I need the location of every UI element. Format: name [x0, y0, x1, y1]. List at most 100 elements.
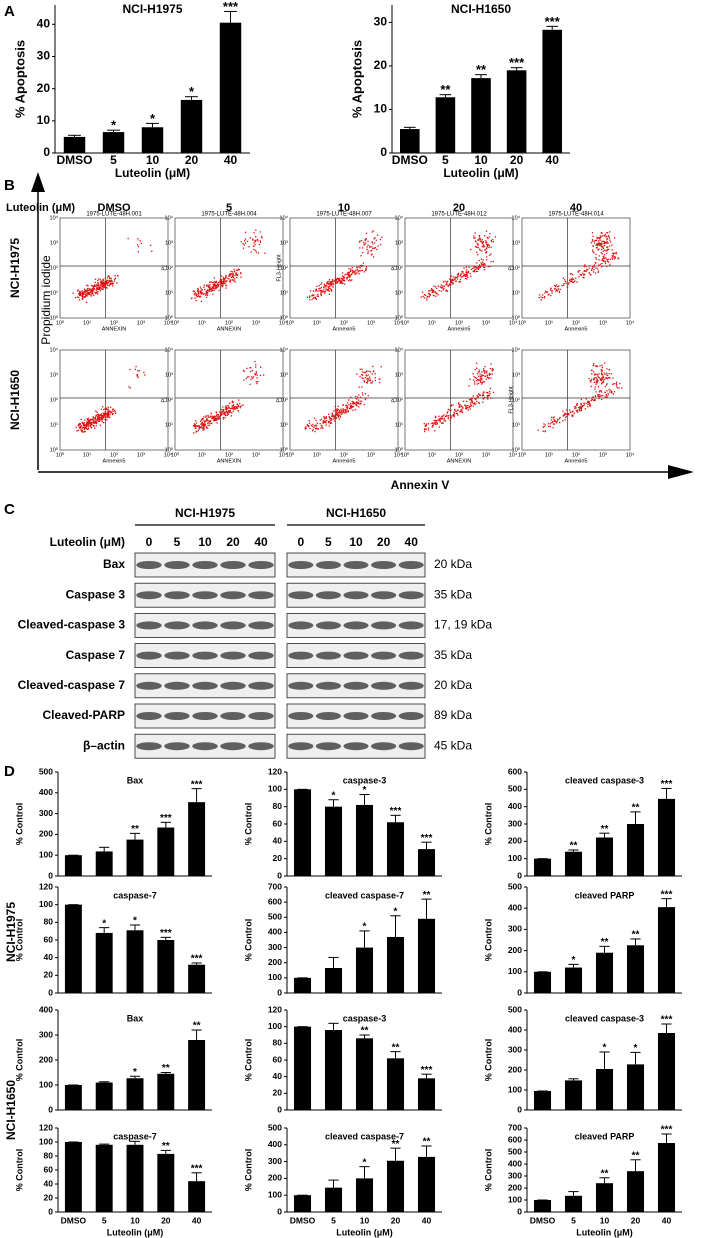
plot-frame — [175, 218, 283, 318]
event-dot — [457, 409, 458, 410]
event-dot — [344, 283, 345, 284]
event-dot — [82, 290, 83, 291]
event-dot — [213, 287, 214, 288]
event-dot — [480, 378, 481, 379]
event-dot — [603, 261, 604, 262]
event-dot — [194, 291, 195, 292]
event-dot — [254, 361, 255, 362]
event-dot — [601, 391, 602, 392]
event-dot — [214, 288, 215, 289]
event-dot — [598, 373, 599, 374]
event-dot — [609, 231, 610, 232]
event-dot — [230, 411, 231, 412]
event-dot — [335, 417, 336, 418]
event-dot — [490, 368, 491, 369]
event-dot — [333, 418, 334, 419]
event-dot — [80, 423, 81, 424]
event-dot — [551, 292, 552, 293]
event-dot — [109, 285, 110, 286]
event-dot — [216, 415, 217, 416]
bar — [96, 1083, 113, 1111]
event-dot — [568, 283, 569, 284]
event-dot — [463, 401, 464, 402]
plot-header: 1975-LUTE-48H.007 — [316, 212, 372, 218]
event-dot — [597, 382, 598, 383]
event-dot — [349, 279, 350, 280]
band — [164, 591, 189, 599]
event-dot — [591, 242, 592, 243]
event-dot — [469, 399, 470, 400]
x-tick-label: DMSO — [57, 153, 93, 167]
event-dot — [195, 300, 196, 301]
y-axis-label: % Apoptosis — [349, 40, 364, 118]
event-dot — [606, 250, 607, 251]
log-tick: 10³ — [252, 452, 260, 458]
event-dot — [601, 233, 602, 234]
event-dot — [435, 291, 436, 292]
event-dot — [236, 272, 237, 273]
event-dot — [482, 394, 483, 395]
event-dot — [426, 424, 427, 425]
significance: ** — [476, 62, 487, 77]
event-dot — [368, 374, 369, 375]
event-dot — [381, 237, 382, 238]
event-dot — [380, 244, 381, 245]
x-tick-label: 20 — [391, 1215, 401, 1225]
event-dot — [97, 412, 98, 413]
event-dot — [317, 423, 318, 424]
event-dot — [345, 274, 346, 275]
event-dot — [458, 403, 459, 404]
event-dot — [595, 244, 596, 245]
event-dot — [594, 382, 595, 383]
event-dot — [375, 377, 376, 378]
event-dot — [570, 279, 571, 280]
event-dot — [102, 284, 103, 285]
event-dot — [82, 298, 83, 299]
event-dot — [255, 374, 256, 375]
event-dot — [370, 250, 371, 251]
event-dot — [477, 254, 478, 255]
y-tick-label: 120 — [268, 1004, 282, 1014]
plot-x-label: Annexin5 — [565, 458, 588, 464]
event-dot — [486, 259, 487, 260]
event-dot — [617, 387, 618, 388]
event-dot — [475, 240, 476, 241]
event-dot — [213, 284, 214, 285]
event-dot — [427, 296, 428, 297]
event-dot — [485, 240, 486, 241]
significance: *** — [160, 813, 172, 824]
event-dot — [574, 413, 575, 414]
event-dot — [608, 389, 609, 390]
event-dot — [357, 396, 358, 397]
event-dot — [84, 419, 85, 420]
event-dot — [332, 279, 333, 280]
event-dot — [343, 409, 344, 410]
event-dot — [361, 401, 362, 402]
event-dot — [195, 425, 196, 426]
event-dot — [258, 252, 259, 253]
event-dot — [599, 240, 600, 241]
band — [192, 561, 217, 569]
event-dot — [479, 236, 480, 237]
band — [343, 561, 368, 569]
y-tick-label: 200 — [508, 1064, 522, 1074]
event-dot — [489, 373, 490, 374]
event-dot — [109, 411, 110, 412]
bar — [534, 972, 551, 993]
event-dot — [475, 369, 476, 370]
event-dot — [144, 374, 145, 375]
event-dot — [441, 416, 442, 417]
x-tick-label: DMSO — [392, 153, 428, 167]
event-dot — [441, 419, 442, 420]
log-tick: 10² — [50, 397, 58, 403]
event-dot — [369, 246, 370, 247]
significance: ** — [601, 1168, 609, 1179]
event-dot — [320, 428, 321, 429]
event-dot — [606, 259, 607, 260]
y-tick-label: 0 — [380, 145, 387, 159]
event-dot — [91, 422, 92, 423]
band — [220, 591, 245, 599]
event-dot — [372, 381, 373, 382]
panel-label: B — [4, 177, 15, 194]
event-dot — [553, 417, 554, 418]
